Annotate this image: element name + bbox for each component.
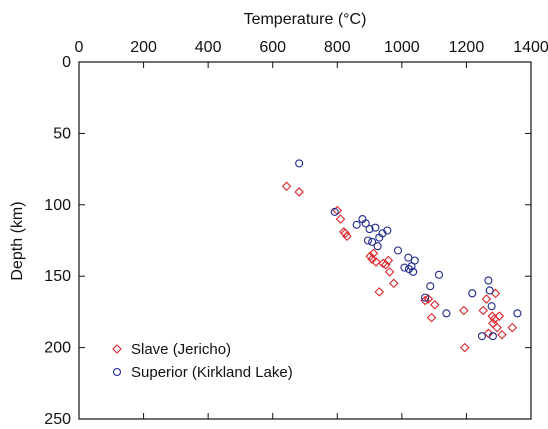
- plot-frame: [78, 61, 532, 420]
- legend-marker: [112, 344, 122, 354]
- y-tick-label: 50: [53, 125, 71, 142]
- slave-point: [426, 312, 437, 323]
- slave-point: [423, 294, 434, 304]
- superior-point: [383, 226, 392, 235]
- superior-point: [488, 332, 497, 341]
- slave-point: [459, 305, 469, 316]
- slave-point: [294, 187, 304, 197]
- slave-point: [497, 329, 507, 340]
- superior-point: [352, 220, 361, 229]
- superior-point: [421, 293, 430, 302]
- slave-point: [483, 328, 494, 339]
- slave-point: [383, 255, 394, 266]
- slave-point: [460, 342, 470, 353]
- legend-label: Superior (Kirkland Lake): [131, 364, 293, 381]
- legend-marker: [112, 367, 122, 377]
- x-tick-label: 1400: [513, 39, 548, 56]
- x-tick-label: 400: [195, 39, 222, 56]
- slave-point: [380, 259, 391, 270]
- legend-label: Slave (Jericho): [131, 341, 231, 358]
- y-axis-title: Depth (km): [9, 201, 26, 280]
- slave-point: [281, 181, 292, 192]
- superior-point: [404, 265, 414, 274]
- slave-point: [430, 299, 440, 310]
- x-tick-label: 200: [130, 39, 157, 56]
- superior-point: [363, 236, 373, 245]
- y-tick-label: 200: [44, 340, 71, 357]
- superior-point: [368, 237, 377, 246]
- slave-point: [494, 311, 505, 321]
- slave-point: [488, 318, 498, 329]
- superior-point: [409, 267, 418, 276]
- slave-point: [365, 251, 375, 261]
- x-tick-label: 600: [259, 39, 286, 56]
- superior-point: [365, 225, 374, 234]
- slave-point: [481, 294, 492, 304]
- slave-point: [335, 214, 346, 224]
- slave-point: [368, 248, 379, 259]
- superior-point: [487, 302, 496, 311]
- superior-point: [373, 242, 382, 251]
- slave-point: [492, 322, 502, 333]
- superior-point: [393, 246, 403, 255]
- slave-point: [478, 305, 488, 316]
- x-tick-label: 1000: [384, 39, 420, 56]
- superior-point: [484, 276, 493, 285]
- slave-point: [507, 322, 518, 333]
- x-axis-title: Temperature (°C): [244, 11, 367, 28]
- legend: Slave (Jericho) Superior (Kirkland Lake): [112, 341, 293, 381]
- superior-point: [468, 289, 477, 298]
- slave-point: [420, 295, 430, 306]
- slave-point: [340, 228, 351, 239]
- y-tick-label: 150: [44, 268, 71, 285]
- slave-point: [384, 267, 395, 277]
- superior-point: [434, 270, 444, 279]
- superior-point: [426, 282, 435, 291]
- superior-point: [513, 309, 522, 318]
- superior-point: [410, 256, 419, 265]
- superior-point: [295, 159, 304, 168]
- superior-point: [477, 332, 486, 341]
- superior-point: [330, 207, 339, 216]
- y-axis-ticks: 0 50 100 150 200 250: [44, 54, 531, 428]
- y-tick-label: 100: [44, 197, 71, 214]
- slave-point: [371, 257, 381, 267]
- superior-point: [485, 286, 494, 295]
- slave-point: [367, 254, 377, 264]
- superior-point: [442, 309, 451, 318]
- x-axis-ticks: 0 200 400 600 800 1000 1200 1400: [75, 39, 548, 419]
- slave-point: [389, 278, 399, 289]
- superior-point: [404, 253, 413, 262]
- slave-point: [374, 287, 385, 297]
- superior-point: [361, 219, 370, 228]
- x-tick-label: 0: [75, 39, 84, 56]
- slave-point: [342, 231, 352, 241]
- superior-point: [371, 223, 380, 232]
- superior-point: [400, 263, 409, 272]
- data-markers: [281, 159, 522, 353]
- x-tick-label: 800: [324, 39, 351, 56]
- y-tick-label: 250: [44, 411, 71, 428]
- x-tick-label: 1200: [449, 39, 485, 56]
- y-tick-label: 0: [62, 54, 71, 71]
